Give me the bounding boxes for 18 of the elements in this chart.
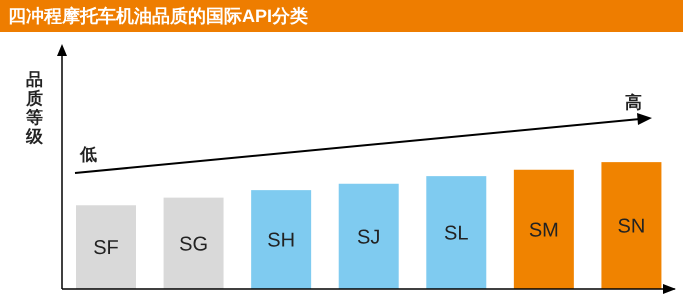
chart-title: 四冲程摩托车机油品质的国际API分类 bbox=[0, 0, 683, 32]
x-tick-label: SH bbox=[267, 230, 296, 252]
bar bbox=[514, 170, 574, 289]
bar bbox=[601, 162, 662, 289]
bar bbox=[338, 184, 399, 289]
x-tick-label: SM bbox=[528, 219, 559, 242]
x-tick-label: SG bbox=[179, 233, 208, 256]
bar bbox=[164, 198, 224, 289]
x-tick-label: SJ bbox=[357, 226, 380, 248]
text: 高 bbox=[625, 93, 642, 112]
x-tick-label: SN bbox=[618, 216, 646, 238]
x-tick-label: SF bbox=[93, 237, 119, 260]
bar bbox=[251, 190, 312, 289]
x-tick-label: SL bbox=[444, 222, 469, 245]
annotation: 低 bbox=[79, 145, 97, 164]
y-axis-title: 品质等级 bbox=[26, 70, 44, 146]
bar bbox=[76, 205, 136, 289]
bar bbox=[426, 176, 486, 289]
